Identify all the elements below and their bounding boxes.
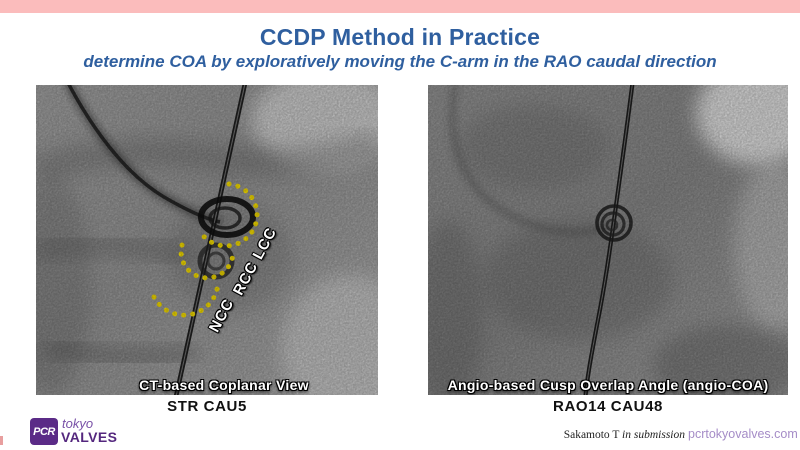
angio-panel-caption: Angio-based Cusp Overlap Angle (angio-CO…	[447, 377, 769, 393]
left-edge-accent	[0, 436, 3, 445]
top-accent-bar	[0, 0, 800, 13]
credit-line: Sakamoto T in submission	[500, 429, 685, 441]
ct-angle-label: STR CAU5	[167, 398, 247, 415]
credit-note: in submission	[622, 429, 685, 441]
pcr-logo-badge: PCR	[30, 418, 58, 445]
angio-angle-label: RAO14 CAU48	[553, 398, 663, 415]
page-title: CCDP Method in Practice	[259, 24, 541, 50]
page-subtitle: determine COA by exploratively moving th…	[83, 52, 717, 71]
ct-xray-image	[36, 85, 378, 395]
angio-coa-panel: Angio-based Cusp Overlap Angle (angio-CO…	[428, 85, 788, 395]
credit-author: Sakamoto T	[563, 429, 620, 441]
website-link[interactable]: pcrtokyovalves.com	[688, 427, 798, 441]
logo-text-tokyo: tokyo	[62, 416, 94, 431]
ct-coplanar-panel: LCC RCC NCC CT-based Coplanar View	[36, 85, 378, 395]
logo-text-valves: VALVES	[61, 429, 118, 445]
angio-xray-image	[428, 85, 788, 395]
ct-panel-caption: CT-based Coplanar View	[139, 377, 309, 393]
